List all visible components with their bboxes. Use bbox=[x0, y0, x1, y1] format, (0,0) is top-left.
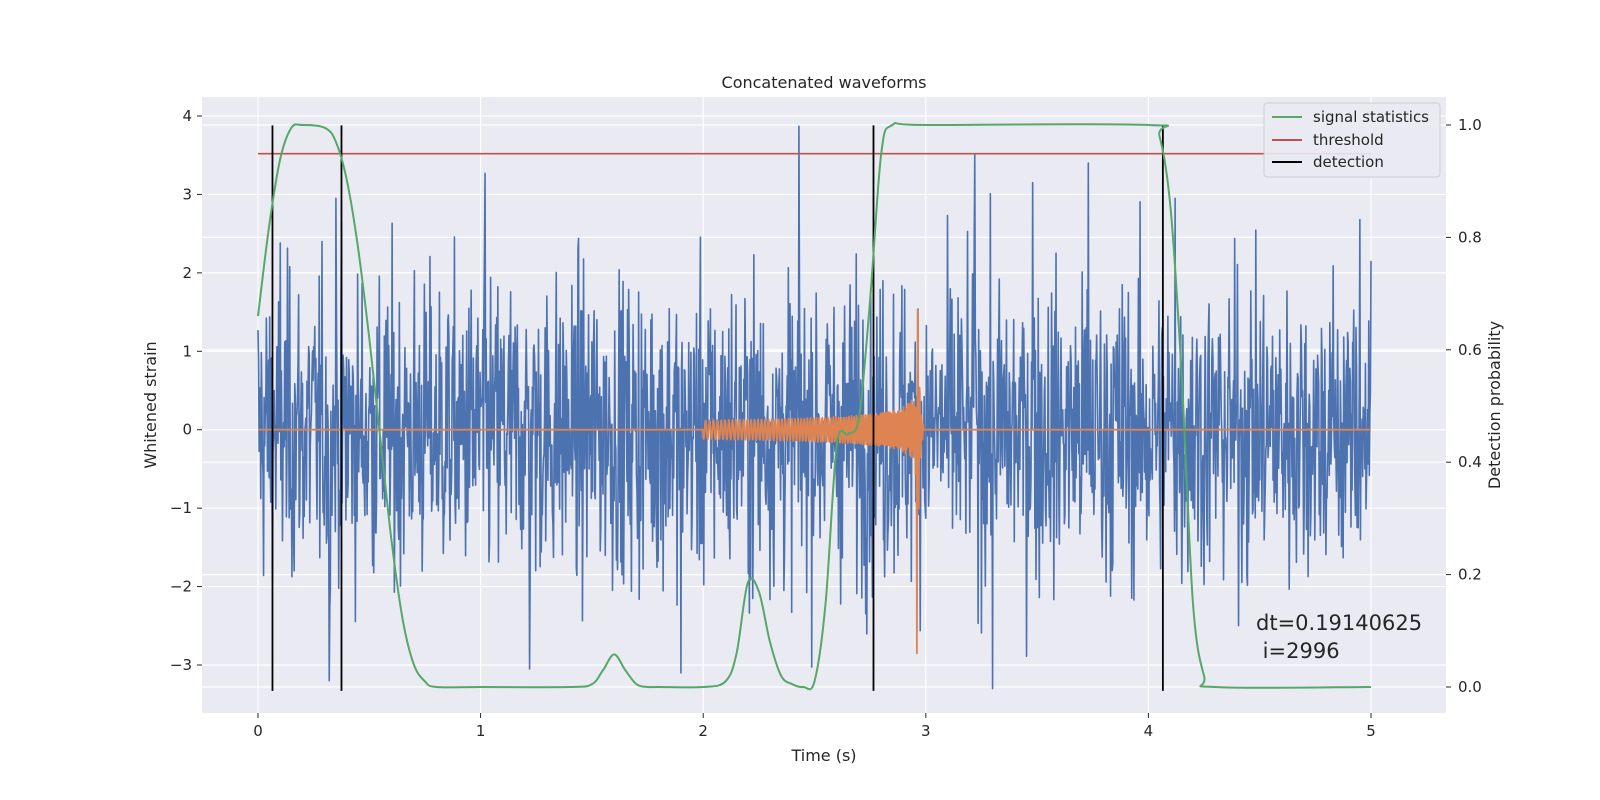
y2-tick-label: 0.0 bbox=[1458, 678, 1482, 696]
y-tick-label: 1 bbox=[182, 342, 192, 360]
x-tick-label: 1 bbox=[476, 722, 486, 740]
noise-line bbox=[257, 125, 1372, 690]
legend-box bbox=[1263, 102, 1441, 178]
series-signal-statistics bbox=[257, 121, 1372, 691]
chirp-line bbox=[257, 309, 1372, 655]
chart-title: Concatenated waveforms bbox=[722, 73, 927, 92]
y-tick-label: 0 bbox=[182, 421, 192, 439]
x-tick-label: 0 bbox=[253, 722, 263, 740]
x-tick-label: 5 bbox=[1366, 722, 1376, 740]
legend-label-detection: detection bbox=[1313, 153, 1384, 171]
legend: signal statistics threshold detection bbox=[1263, 102, 1441, 178]
annotation-i: i=2996 bbox=[1256, 639, 1340, 663]
y-tick-label: 2 bbox=[182, 264, 192, 282]
y2-tick-label: 0.4 bbox=[1458, 453, 1482, 471]
series-injected-waveform bbox=[257, 309, 1372, 655]
y-tick-label: −1 bbox=[170, 499, 192, 517]
legend-label-signal-statistics: signal statistics bbox=[1313, 108, 1429, 126]
legend-label-threshold: threshold bbox=[1313, 131, 1384, 149]
x-tick-label: 4 bbox=[1144, 722, 1154, 740]
y2-tick-label: 0.6 bbox=[1458, 341, 1482, 359]
y2-tick-label: 0.8 bbox=[1458, 228, 1482, 246]
y-axis-right-label: Detection probability bbox=[1485, 321, 1504, 489]
y-tick-label: 3 bbox=[182, 185, 192, 203]
x-tick-label: 3 bbox=[921, 722, 931, 740]
signal-statistics-line bbox=[257, 121, 1372, 691]
y2-tick-label: 1.0 bbox=[1458, 116, 1482, 134]
y-tick-label: −3 bbox=[170, 656, 192, 674]
y-axis-label: Whitened strain bbox=[141, 341, 160, 468]
detection-lines bbox=[271, 125, 1164, 691]
y-tick-label: 4 bbox=[182, 107, 192, 125]
annotation-dt: dt=0.19140625 bbox=[1256, 611, 1422, 635]
x-axis-label: Time (s) bbox=[790, 746, 856, 765]
series-whitened-strain bbox=[257, 125, 1372, 690]
y-tick-label: −2 bbox=[170, 578, 192, 596]
y2-tick-label: 0.2 bbox=[1458, 566, 1482, 584]
axes: 0 1 2 3 4 5 −3 −2 −1 0 1 2 3 4 0.0 0.2 0.4 0.6 0.8 1.0 bbox=[170, 107, 1482, 740]
x-tick-label: 2 bbox=[698, 722, 708, 740]
